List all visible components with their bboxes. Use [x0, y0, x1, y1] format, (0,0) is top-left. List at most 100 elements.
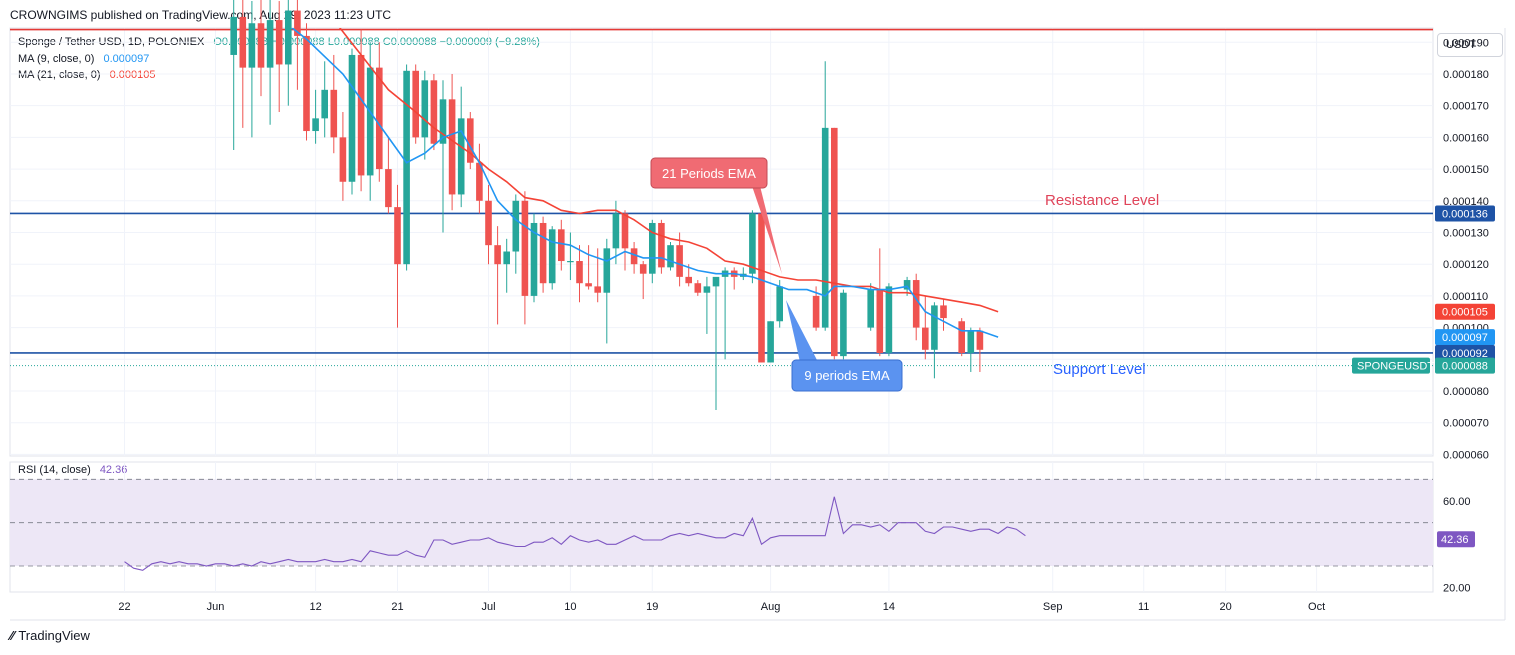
candle-body [685, 276, 692, 284]
candle [931, 302, 938, 379]
candle [603, 238, 611, 344]
candle-body [812, 295, 820, 328]
candle [658, 219, 665, 274]
candle-body [703, 286, 711, 293]
candle [430, 73, 438, 151]
candle-body [558, 229, 565, 262]
candle-body [330, 89, 338, 138]
price-badge-label: 0.000105 [1442, 307, 1488, 319]
candle [294, 0, 301, 90]
price-badge [1435, 329, 1495, 346]
candle [776, 280, 783, 328]
candle [740, 267, 747, 281]
candle-body [385, 169, 392, 208]
ema9-callout-box [791, 359, 903, 392]
candle-body [230, 16, 237, 55]
ma21-value: 0.000105 [109, 69, 156, 81]
candle [248, 1, 256, 138]
candle [694, 280, 702, 296]
time-tick-label: Oct [1308, 601, 1325, 613]
candle [312, 89, 319, 144]
candle-body [658, 222, 665, 268]
ma9-legend: MA (9, close, 0) 0.000097 [18, 53, 149, 65]
candle [476, 143, 483, 214]
time-tick-label: 10 [564, 601, 576, 613]
candle [257, 0, 265, 97]
candle [385, 137, 392, 214]
tradingview-brand[interactable]: ⁄⁄ TradingView [10, 628, 90, 643]
candle [649, 219, 656, 284]
candle [758, 210, 765, 363]
price-tick-label: 0.000140 [1443, 196, 1489, 208]
price-badge [1435, 344, 1495, 361]
candle-body [867, 289, 874, 328]
ema9-callout-text: 9 periods EMA [804, 368, 890, 383]
tradingview-logo-icon: ⁄⁄ [10, 628, 15, 643]
ema21-callout-box [650, 157, 768, 189]
rsi-value-badge [1437, 531, 1475, 548]
candle-body [767, 321, 774, 363]
price-tick-label: 0.000150 [1443, 164, 1489, 176]
rsi-line [124, 496, 1026, 571]
ma21-legend: MA (21, close, 0) 0.000105 [18, 69, 156, 81]
candle-body [976, 330, 984, 350]
candle [703, 276, 711, 334]
currency-selector[interactable]: USDT [1437, 33, 1503, 57]
candle [376, 42, 383, 182]
price-tick-label: 0.000170 [1443, 101, 1489, 113]
candle-body [712, 276, 720, 287]
rsi-tick-label: 20.00 [1443, 583, 1471, 595]
rsi-value-badge-label: 42.36 [1441, 534, 1469, 546]
candle [876, 248, 884, 357]
ma9-line [291, 28, 999, 338]
candle [348, 48, 356, 195]
time-tick-label: 22 [118, 601, 130, 613]
candle-body [239, 16, 247, 68]
candle [403, 64, 410, 271]
candle-body [430, 80, 438, 144]
price-tick-label: 0.000110 [1443, 291, 1488, 303]
candle-body [530, 222, 538, 296]
candle [940, 299, 947, 331]
price-tick-label: 0.000160 [1443, 132, 1489, 144]
candle-body [940, 305, 947, 319]
candle [285, 0, 292, 106]
candle [630, 242, 638, 274]
candle-body [467, 118, 474, 163]
candle-body [339, 137, 347, 182]
candle-body [612, 213, 620, 249]
time-tick-label: Jul [481, 601, 495, 613]
candle [421, 70, 429, 160]
main-pane-frame [9, 27, 1434, 457]
candle-body [576, 261, 583, 284]
annotations: 21 Periods EMA 9 periods EMA Resistance Le… [650, 157, 1159, 392]
candle-body [885, 286, 893, 353]
candle [439, 80, 447, 233]
candle-body [749, 213, 756, 274]
price-badge-label: 0.000092 [1442, 348, 1488, 360]
candle-body [248, 23, 256, 68]
candle [712, 276, 720, 411]
candle-body [412, 70, 419, 138]
candle [357, 29, 365, 192]
candle [821, 61, 829, 331]
candle-body [621, 213, 629, 249]
price-tick-label: 0.000060 [1443, 449, 1489, 461]
candle [530, 213, 538, 303]
candle-body [485, 200, 492, 246]
ema9-callout: 9 periods EMA [786, 300, 903, 392]
candle [721, 267, 729, 360]
candle-body [967, 330, 975, 353]
candle-body [357, 54, 365, 176]
price-tick-label: 0.000080 [1443, 386, 1489, 398]
axes: 0.000190 0.000180 0.000170 0.000160 0.000150… [118, 37, 1495, 613]
candle-body [567, 261, 574, 263]
candle-body [366, 67, 374, 176]
candle [448, 73, 456, 211]
candle-body [776, 286, 783, 322]
candle-body [603, 248, 611, 293]
candle [275, 1, 283, 113]
ma9-label: MA (9, close, 0) [18, 53, 95, 65]
candle [266, 0, 274, 125]
